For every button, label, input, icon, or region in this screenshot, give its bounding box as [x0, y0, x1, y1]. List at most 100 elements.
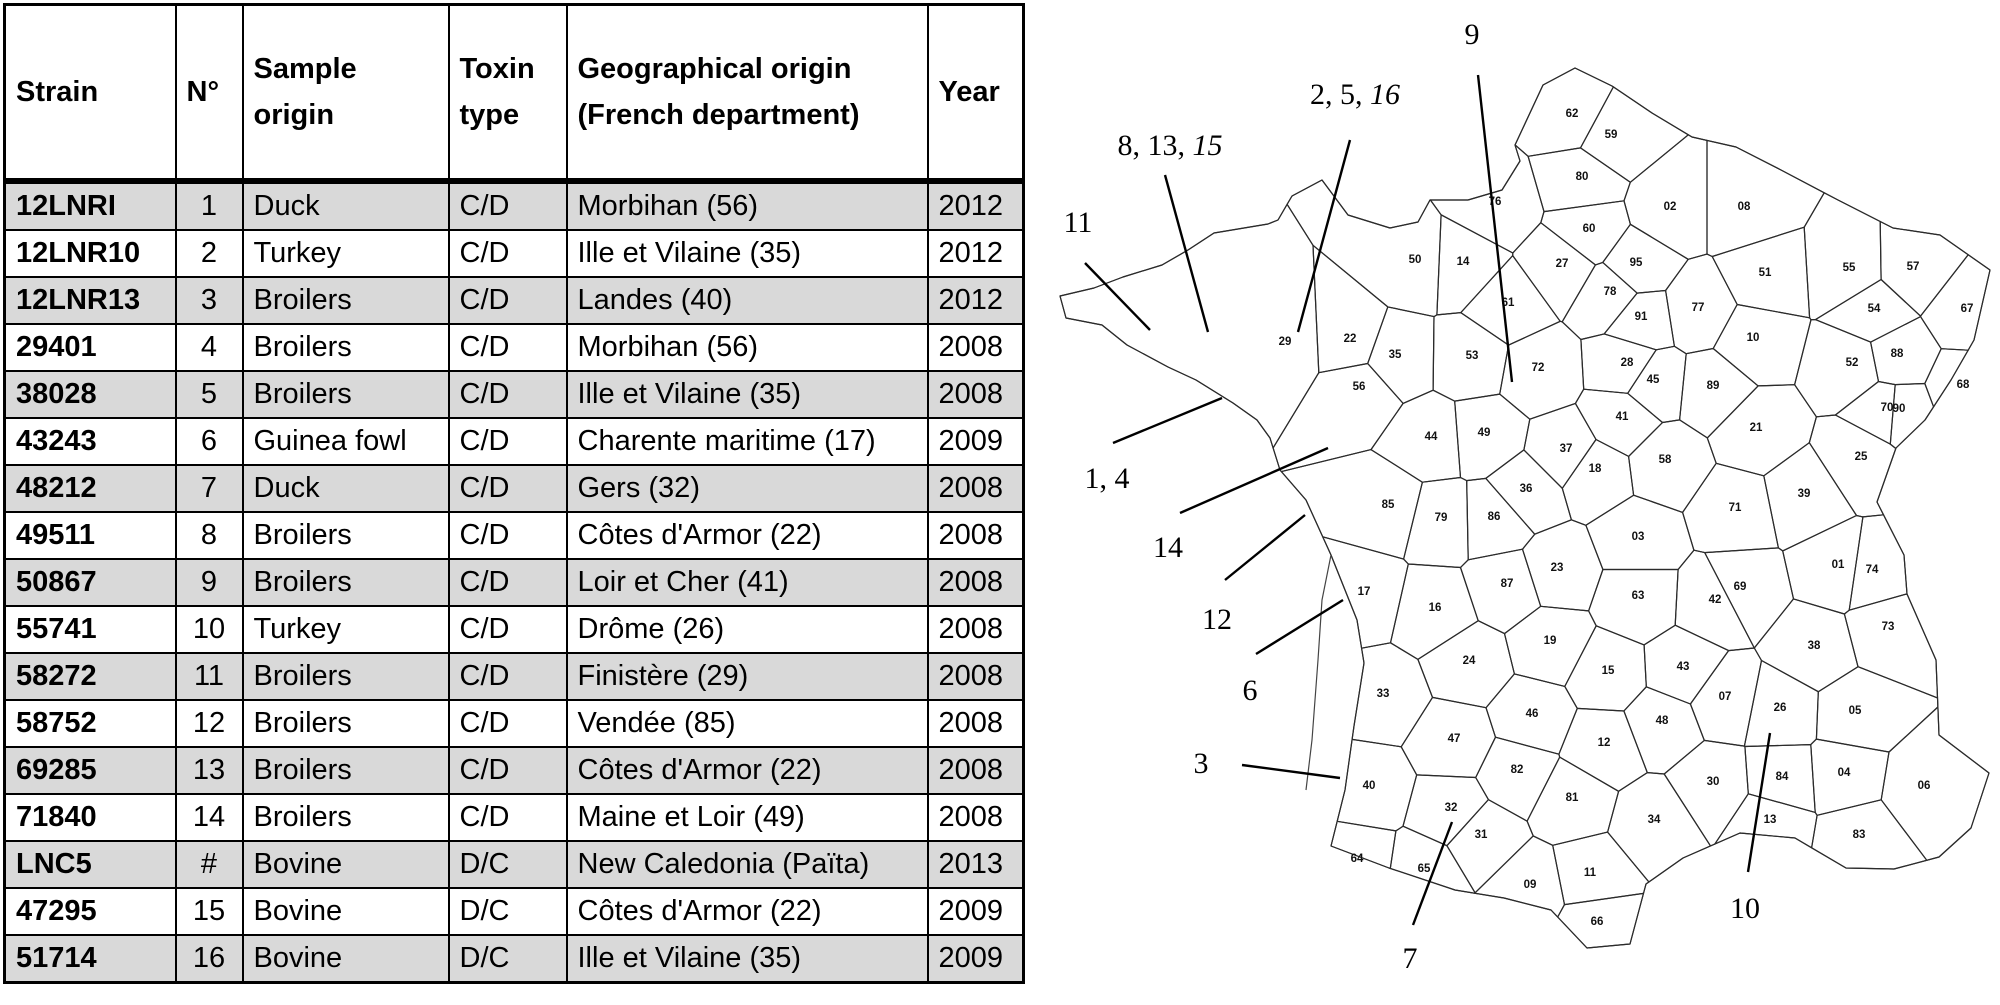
cell-geographical-origin: Charente maritime (17) — [565, 417, 929, 466]
cell-sample-origin: Broilers — [241, 276, 450, 325]
strain-table: Strain N° Sample origin Toxin type Geograp… — [3, 3, 1025, 984]
department-outline — [1623, 686, 1705, 775]
cell-year: 2008 — [926, 370, 1025, 419]
cell-number: # — [174, 840, 244, 889]
cell-year: 2012 — [926, 276, 1025, 325]
department-code: 84 — [1776, 771, 1789, 783]
department-code: 55 — [1843, 262, 1856, 274]
department-code: 85 — [1382, 499, 1395, 511]
department-outline — [1587, 568, 1679, 646]
leader-line — [1179, 446, 1329, 515]
header-sample-origin: Sample origin — [241, 3, 450, 184]
cell-geographical-origin: Ille et Vilaine (35) — [565, 370, 929, 419]
department-code: 05 — [1849, 705, 1862, 717]
department-code: 38 — [1808, 640, 1821, 652]
callout-label-c10: 10 — [1730, 892, 1760, 925]
department-outline — [1312, 244, 1389, 374]
callout-part: 10 — [1730, 892, 1760, 925]
department-code: 63 — [1632, 590, 1645, 602]
department-code: 61 — [1502, 297, 1515, 309]
department-code: 73 — [1882, 621, 1895, 633]
cell-sample-origin: Turkey — [241, 229, 450, 278]
cell-sample-origin: Bovine — [241, 840, 450, 889]
department-code: 50 — [1409, 254, 1422, 266]
table-row: 12LNR13 3 Broilers C/D Landes (40) 2012 — [3, 276, 1025, 325]
department-outline — [1557, 892, 1645, 949]
leader-line — [1411, 821, 1454, 926]
department-code: 56 — [1353, 381, 1366, 393]
cell-number: 14 — [174, 793, 244, 842]
cell-toxin-type: D/C — [447, 840, 568, 889]
department-code: 66 — [1591, 916, 1604, 928]
callout-part: 16 — [1370, 78, 1400, 111]
callout-part: 8, 13, — [1118, 129, 1193, 162]
callout-part: 12 — [1202, 603, 1232, 636]
cell-year: 2008 — [926, 605, 1025, 654]
cell-strain: 48212 — [3, 464, 177, 513]
department-outline — [1879, 220, 1969, 317]
department-outline — [1712, 303, 1812, 387]
table-row: 38028 5 Broilers C/D Ille et Vilaine (35) 200… — [3, 370, 1025, 419]
department-code: 40 — [1363, 780, 1376, 792]
department-outline — [1808, 414, 1897, 518]
cell-number: 16 — [174, 934, 244, 984]
header-toxin-type: Toxin type — [447, 3, 568, 184]
department-code: 78 — [1604, 286, 1617, 298]
department-code: 68 — [1957, 379, 1970, 391]
cell-number: 5 — [174, 370, 244, 419]
department-code: 88 — [1891, 348, 1904, 360]
department-code: 06 — [1918, 780, 1931, 792]
table-row: 48212 7 Duck C/D Gers (32) 2008 — [3, 464, 1025, 513]
table-row: 55741 10 Turkey C/D Drôme (26) 2008 — [3, 605, 1025, 654]
department-outline — [1454, 393, 1531, 482]
department-code: 58 — [1659, 454, 1672, 466]
leader-line — [1112, 396, 1223, 445]
cell-geographical-origin: Morbihan (56) — [565, 323, 929, 372]
department-code: 74 — [1866, 564, 1879, 576]
department-code: 39 — [1798, 488, 1811, 500]
department-outline — [1561, 438, 1635, 526]
cell-toxin-type: C/D — [447, 699, 568, 748]
cell-strain: 12LNR13 — [3, 276, 177, 325]
cell-geographical-origin: Loir et Cher (41) — [565, 558, 929, 607]
map-leader-lines — [1084, 74, 1772, 926]
cell-toxin-type: C/D — [447, 180, 568, 231]
department-code: 16 — [1429, 602, 1442, 614]
cell-sample-origin: Broilers — [241, 370, 450, 419]
department-outline — [1552, 831, 1650, 906]
cell-sample-origin: Broilers — [241, 323, 450, 372]
department-code: 23 — [1551, 562, 1564, 574]
department-code: 34 — [1648, 814, 1661, 826]
department-outline — [1919, 254, 1991, 351]
department-code: 72 — [1532, 362, 1545, 374]
department-outline — [1389, 825, 1476, 894]
department-code: 31 — [1475, 829, 1488, 841]
cell-number: 3 — [174, 276, 244, 325]
cell-toxin-type: C/D — [447, 464, 568, 513]
cell-toxin-type: C/D — [447, 511, 568, 560]
leader-line — [1255, 598, 1344, 656]
cell-strain: 47295 — [3, 887, 177, 936]
department-code: 36 — [1520, 483, 1533, 495]
table-row: 58752 12 Broilers C/D Vendée (85) 2008 — [3, 699, 1025, 748]
table-row: 69285 13 Broilers C/D Côtes d'Armor (22) 2008 — [3, 746, 1025, 795]
cell-strain: 71840 — [3, 793, 177, 842]
department-code: 21 — [1750, 422, 1763, 434]
cell-strain: 12LNR10 — [3, 229, 177, 278]
department-code: 65 — [1418, 863, 1431, 875]
cell-number: 1 — [174, 180, 244, 231]
cell-geographical-origin: Ille et Vilaine (35) — [565, 229, 929, 278]
cell-sample-origin: Broilers — [241, 511, 450, 560]
department-code: 26 — [1774, 702, 1787, 714]
atlantic-coastline — [1305, 554, 1332, 791]
department-code: 46 — [1526, 708, 1539, 720]
cell-toxin-type: C/D — [447, 417, 568, 466]
cell-sample-origin: Bovine — [241, 934, 450, 984]
department-code: 62 — [1566, 108, 1579, 120]
cell-sample-origin: Broilers — [241, 746, 450, 795]
department-outline — [1623, 134, 1708, 260]
table-row: 58272 11 Broilers C/D Finistère (29) 2008 — [3, 652, 1025, 701]
department-outline — [1272, 362, 1404, 473]
department-outline — [1474, 835, 1566, 918]
